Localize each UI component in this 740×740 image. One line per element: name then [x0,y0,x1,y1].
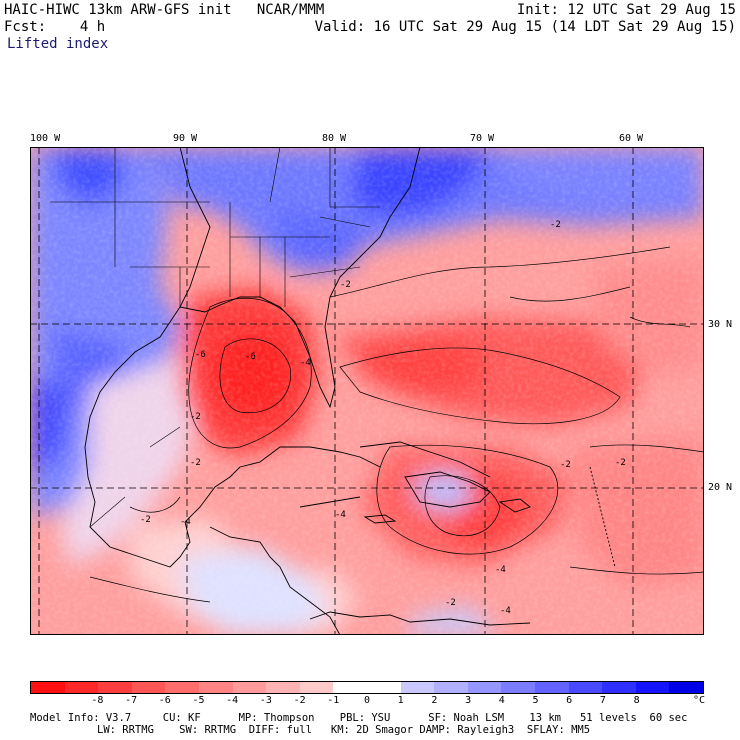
lat-label-30n: 30 N [708,319,733,330]
colorbar-tick-label: -1 [327,695,340,706]
colorbar-tick-label: -3 [259,695,272,706]
contour-label: -2 [445,598,456,608]
colorbar-cell [198,682,233,693]
colorbar-cell [232,682,267,693]
contour-label: -2 [190,412,201,422]
contours [89,246,704,603]
map-frame [30,147,704,635]
colorbar-tick-label: -5 [192,695,205,706]
colorbar-tick-label: 1 [397,695,404,706]
contour-label: -4 [500,606,511,616]
model-info-line1: Model Info: V3.7 CU: KF MP: Thompson PBL… [30,712,688,724]
colorbar-tick-label: 0 [363,695,371,706]
colorbar [30,681,704,694]
graticule [30,147,704,635]
colorbar-tick-label: -2 [293,695,306,706]
lat-label-20n: 20 N [708,482,733,493]
colorbar-cell [635,682,670,693]
contour-label: -2 [140,515,151,525]
init-time: Init: 12 UTC Sat 29 Aug 15 [516,2,736,18]
model-info-line2: LW: RRTMG SW: RRTMG DIFF: full KM: 2D Sm… [97,724,591,736]
colorbar-tick-label: -7 [125,695,138,706]
lon-label-60w: 60 W [619,133,644,144]
colorbar-tick-label: -4 [226,695,239,706]
lon-label-90w: 90 W [173,133,198,144]
lon-label-80w: 80 W [322,133,347,144]
contour-label: -6 [245,352,256,362]
colorbar-cell [534,682,569,693]
colorbar-cell [400,682,435,693]
colorbar-cell [467,682,502,693]
model-title: HAIC-HIWC 13km ARW-GFS init NCAR/MMM [4,2,325,18]
colorbar-unit: °C [693,695,706,706]
colorbar-tick-label: 4 [498,695,505,706]
lifted-index-map: -2 -2 -4 -2 -2 -6 -6 -2 -4 -2 -4 -2 -4 -… [30,147,704,635]
colorbar-cell [333,682,367,693]
contour-label: -2 [615,458,626,468]
colorbar-cell [266,682,300,693]
contour-label: -4 [300,358,311,368]
colorbar-cell [434,682,468,693]
contour-label: -4 [180,517,191,527]
colorbar-cell [165,682,199,693]
contour-labels: -2 -2 -4 -2 -2 -6 -6 -2 -4 -2 -4 -2 -4 -… [140,220,626,616]
colorbar-cell [602,682,636,693]
colorbar-cell [31,682,65,693]
colorbar-cell [299,682,334,693]
contour-label: -2 [550,220,561,230]
valid-time: Valid: 16 UTC Sat 29 Aug 15 (14 LDT Sat … [314,19,736,35]
coastlines [84,147,616,635]
shading-layer [30,147,704,635]
lon-label-70w: 70 W [470,133,495,144]
colorbar-tick-label: 6 [566,695,573,706]
colorbar-tick-label: -8 [91,695,104,706]
contour-label: -6 [195,350,206,360]
field-name: Lifted index [7,36,109,52]
colorbar-tick-label: 7 [599,695,606,706]
colorbar-cell [568,682,603,693]
contour-label: -2 [190,458,201,468]
colorbar-cell [501,682,535,693]
colorbar-tick-label: 3 [465,695,472,706]
lon-label-100w: 100 W [30,133,61,144]
colorbar-cell [131,682,166,693]
colorbar-cell [366,682,401,693]
state-borders [50,147,380,528]
colorbar-tick-label: 2 [431,695,438,706]
colorbar-tick-label: -6 [158,695,171,706]
colorbar-tick-label: 5 [532,695,539,706]
colorbar-cell [669,682,703,693]
colorbar-tick-label: 8 [633,695,640,706]
contour-label: -2 [560,460,571,470]
contour-label: -4 [495,565,506,575]
colorbar-cell [98,682,132,693]
colorbar-cell [64,682,99,693]
contour-label: -2 [340,280,351,290]
contour-label: -4 [335,510,346,520]
forecast-hour: Fcst: 4 h [4,19,106,35]
